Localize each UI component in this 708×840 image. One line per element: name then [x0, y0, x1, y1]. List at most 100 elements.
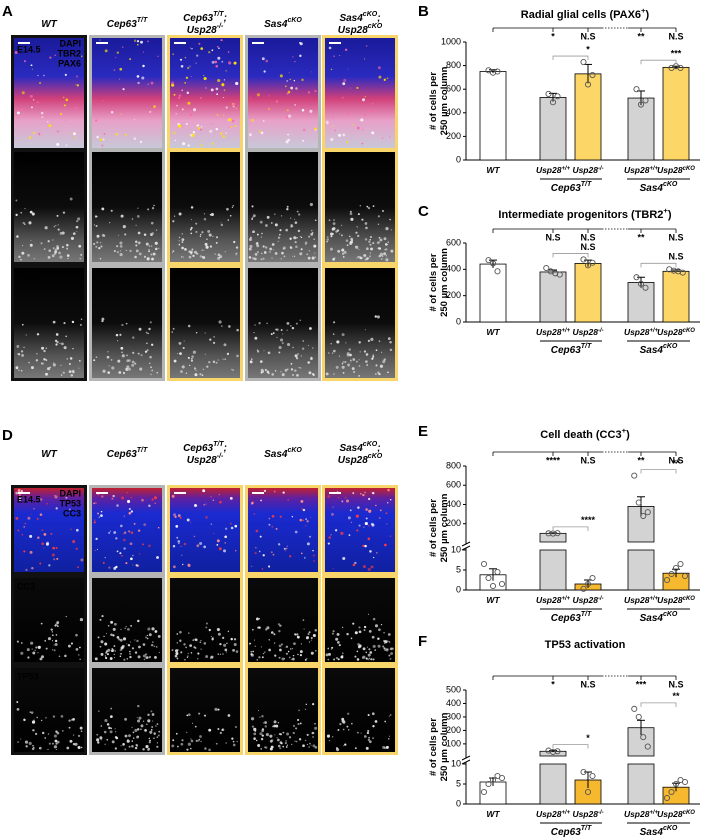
cell-signal — [306, 743, 308, 746]
cell-signal — [126, 499, 131, 504]
superscript: -/- — [598, 596, 604, 602]
cell-signal — [137, 735, 140, 738]
data-point — [668, 570, 675, 578]
cell-signal — [181, 241, 184, 244]
cell-signal — [305, 525, 307, 527]
cell-signal — [208, 748, 211, 752]
data-point — [644, 509, 651, 516]
cell-signal — [131, 745, 134, 748]
cell-signal — [287, 499, 289, 501]
cell-signal — [250, 717, 255, 721]
cell-signal — [233, 240, 236, 244]
y-tick-label: 0 — [456, 584, 461, 594]
cell-signal — [363, 526, 365, 528]
group-label: Cep63T/T — [551, 343, 592, 355]
cell-signal — [387, 640, 389, 642]
cell-signal — [111, 740, 115, 744]
cell-signal — [249, 244, 253, 249]
cell-signal — [343, 250, 347, 254]
cell-signal — [176, 536, 179, 539]
cell-signal — [140, 354, 143, 357]
cell-signal — [34, 649, 36, 651]
cell-signal — [312, 554, 315, 557]
pair-bracket — [640, 59, 677, 65]
cell-signal — [129, 58, 132, 61]
cell-signal — [51, 553, 55, 557]
cell-signal — [299, 654, 303, 657]
cell-signal — [122, 88, 125, 91]
label-part: Sas4 — [264, 19, 288, 30]
cell-signal — [381, 351, 383, 353]
cell-signal — [148, 737, 151, 740]
cell-signal — [248, 237, 252, 242]
cell-signal — [77, 745, 81, 749]
cell-signal — [259, 535, 262, 538]
cell-signal — [195, 222, 198, 225]
cell-signal — [271, 514, 275, 518]
cell-signal — [171, 81, 175, 85]
cell-signal — [288, 736, 292, 739]
cell-signal — [214, 707, 218, 711]
cell-signal — [203, 642, 207, 645]
pair-significance: N.S — [580, 242, 595, 252]
cell-signal — [36, 716, 38, 719]
cell-signal — [277, 738, 280, 742]
cell-signal — [191, 357, 193, 360]
cell-signal — [369, 550, 372, 553]
header-line: Cep63T/T; — [183, 11, 227, 23]
cell-signal — [151, 257, 154, 261]
cell-signal — [121, 354, 125, 358]
cell-signal — [331, 227, 335, 231]
cell-signal — [340, 234, 343, 237]
data-point — [589, 772, 596, 780]
cell-signal — [312, 634, 316, 638]
cell-signal — [184, 105, 186, 108]
cell-signal — [68, 362, 71, 366]
micrograph — [325, 268, 395, 378]
cell-signal — [99, 257, 102, 260]
cell-signal — [286, 109, 289, 112]
cell-signal — [149, 110, 152, 113]
cell-signal — [132, 731, 135, 734]
y-tick-label: 600 — [446, 237, 461, 247]
data-point — [554, 93, 561, 100]
cell-signal — [200, 233, 202, 236]
cell-signal — [149, 730, 153, 734]
y-tick-label: 0 — [456, 154, 461, 164]
cell-signal — [304, 241, 308, 245]
cell-signal — [110, 111, 114, 114]
cell-signal — [277, 722, 280, 724]
x-tick-label: Usp28+/+ — [624, 809, 659, 819]
cell-signal — [279, 515, 282, 518]
x-tick-label: Usp28cKO — [657, 809, 695, 819]
cell-signal — [211, 49, 214, 52]
axis-break — [461, 759, 471, 765]
cell-signal — [174, 139, 176, 142]
cell-signal — [110, 620, 114, 624]
cell-signal — [300, 643, 303, 645]
cell-signal — [129, 641, 132, 643]
cell-signal — [267, 565, 271, 568]
cell-signal — [290, 86, 294, 90]
cell-signal — [277, 240, 279, 242]
cell-signal — [40, 622, 43, 625]
cell-signal — [114, 657, 116, 659]
cell-signal — [301, 108, 305, 112]
cell-signal — [195, 369, 197, 371]
cell-signal — [251, 118, 255, 122]
cell-signal — [231, 119, 235, 123]
cell-signal — [200, 125, 203, 128]
cell-signal — [47, 748, 49, 751]
cell-signal — [371, 635, 375, 639]
data-point — [489, 260, 497, 267]
y-tick-label: 200 — [446, 131, 461, 141]
cell-signal — [136, 40, 140, 43]
cell-signal — [286, 208, 289, 211]
cell-signal — [303, 628, 305, 630]
cell-signal — [153, 645, 156, 648]
cell-signal — [225, 132, 227, 134]
cell-signal — [205, 503, 207, 505]
header-line: WT — [41, 19, 57, 30]
image-frame — [167, 485, 243, 575]
cell-signal — [157, 734, 160, 737]
